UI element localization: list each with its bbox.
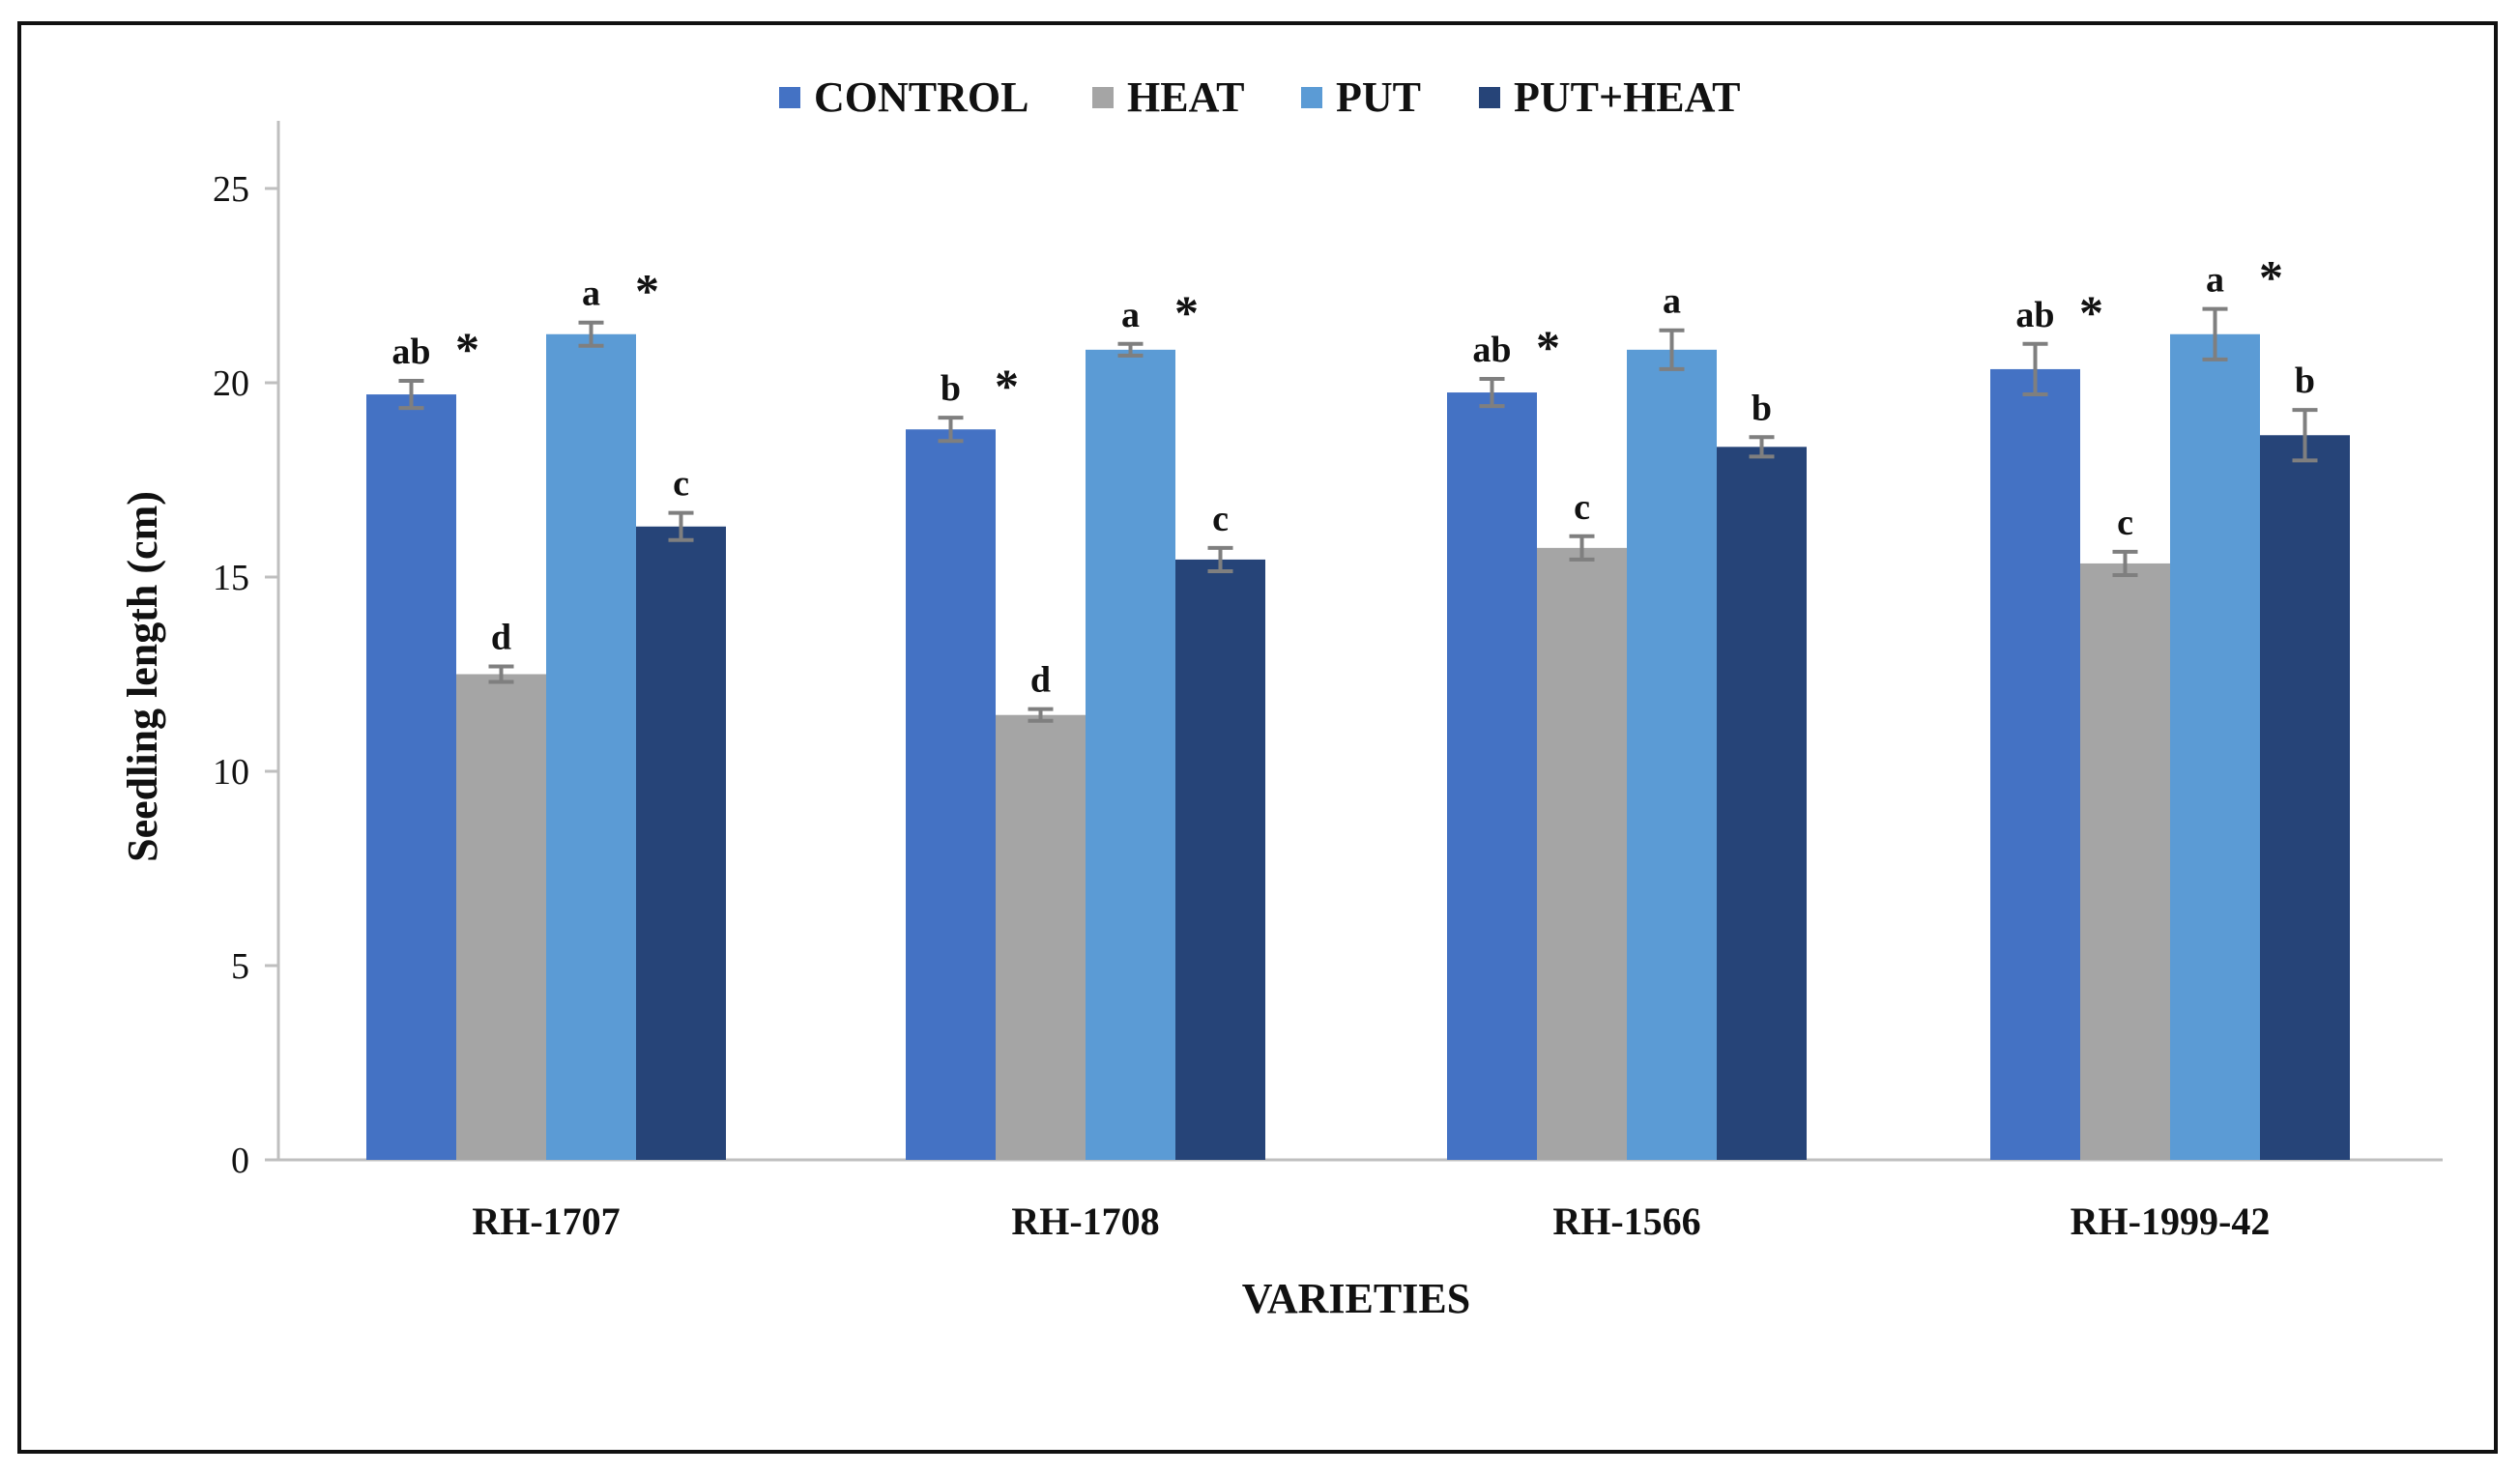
error-bar <box>488 664 514 684</box>
significance-letter: d <box>1030 660 1051 701</box>
bar <box>1447 392 1537 1160</box>
significance-star: * <box>995 359 1019 413</box>
significance-letter: b <box>1752 388 1772 428</box>
legend-swatch <box>1479 87 1500 108</box>
x-category-label: RH-1707 <box>472 1199 620 1243</box>
x-category-label: RH-1566 <box>1552 1199 1700 1243</box>
significance-star: * <box>455 322 479 376</box>
significance-letter: d <box>491 617 511 657</box>
bar <box>456 674 546 1160</box>
error-bar <box>1117 341 1144 358</box>
significance-star: * <box>2259 250 2283 304</box>
x-axis-title: VARIETIES <box>1242 1275 1470 1322</box>
legend-swatch <box>1092 87 1114 108</box>
legend-label: PUT+HEAT <box>1514 73 1741 121</box>
y-tick-label: 20 <box>213 363 249 404</box>
y-tick-label: 15 <box>213 558 249 598</box>
y-tick-label: 0 <box>231 1141 249 1181</box>
y-tick-label: 5 <box>231 946 249 987</box>
bar <box>2170 333 2260 1160</box>
significance-letter: ab <box>1472 330 1511 370</box>
error-bar <box>1207 545 1233 573</box>
error-bar <box>938 416 964 444</box>
significance-letter: ab <box>391 332 430 372</box>
significance-star: * <box>2079 285 2103 339</box>
bar <box>996 714 1086 1160</box>
significance-letter: c <box>673 464 689 505</box>
bars <box>366 306 2350 1161</box>
error-bar <box>2292 408 2318 463</box>
error-bar <box>2112 549 2138 577</box>
bar <box>2080 563 2170 1160</box>
error-bar <box>578 320 604 348</box>
significance-letter: ab <box>2015 295 2054 335</box>
significance-letter: a <box>1121 295 1140 335</box>
significance-star: * <box>1174 285 1199 339</box>
y-tick-label: 10 <box>213 752 249 793</box>
y-axis-title: Seedling length (cm) <box>119 491 166 862</box>
error-bar <box>2202 306 2228 361</box>
bar <box>1537 547 1627 1160</box>
bar <box>1627 349 1717 1161</box>
error-bar <box>1028 707 1054 723</box>
legend-item: PUT <box>1301 73 1421 121</box>
bar <box>636 526 726 1160</box>
error-bar <box>1479 376 1505 409</box>
significance-star: * <box>1536 320 1560 374</box>
error-bar <box>1749 435 1775 459</box>
significance-letter: b <box>941 368 961 409</box>
bar <box>546 333 636 1160</box>
x-category-label: RH-1999-42 <box>2071 1199 2271 1243</box>
significance-letter: a <box>1663 281 1681 322</box>
significance-letter: c <box>1212 499 1229 539</box>
legend-swatch <box>779 87 800 108</box>
bar <box>366 394 456 1160</box>
legend-item: CONTROL <box>779 73 1028 121</box>
bar <box>1990 368 2080 1160</box>
x-category-label: RH-1708 <box>1011 1199 1159 1243</box>
significance-letter: a <box>582 274 600 314</box>
bar <box>1717 447 1807 1161</box>
significance-letter: a <box>2206 260 2224 301</box>
legend-item: PUT+HEAT <box>1479 73 1741 121</box>
legend-label: HEAT <box>1127 73 1244 121</box>
legend-swatch <box>1301 87 1322 108</box>
error-bar <box>1569 534 1595 562</box>
significance-letter: b <box>2295 361 2315 401</box>
error-bar <box>398 378 424 411</box>
significance-star: * <box>635 264 659 318</box>
bar <box>1086 349 1175 1161</box>
legend-item: HEAT <box>1092 73 1244 121</box>
significance-letter: c <box>1574 487 1590 528</box>
bar <box>1175 559 1265 1160</box>
significance-letter: c <box>2117 503 2133 543</box>
bar <box>906 429 996 1160</box>
legend: CONTROL HEAT PUT PUT+HEAT <box>779 73 1741 121</box>
legend-label: CONTROL <box>814 73 1028 121</box>
legend-label: PUT <box>1336 73 1421 121</box>
y-tick-label: 25 <box>213 169 249 210</box>
error-bar <box>668 510 694 542</box>
error-bar <box>1659 328 1685 371</box>
bar <box>2260 435 2350 1160</box>
error-bar <box>2022 341 2048 397</box>
